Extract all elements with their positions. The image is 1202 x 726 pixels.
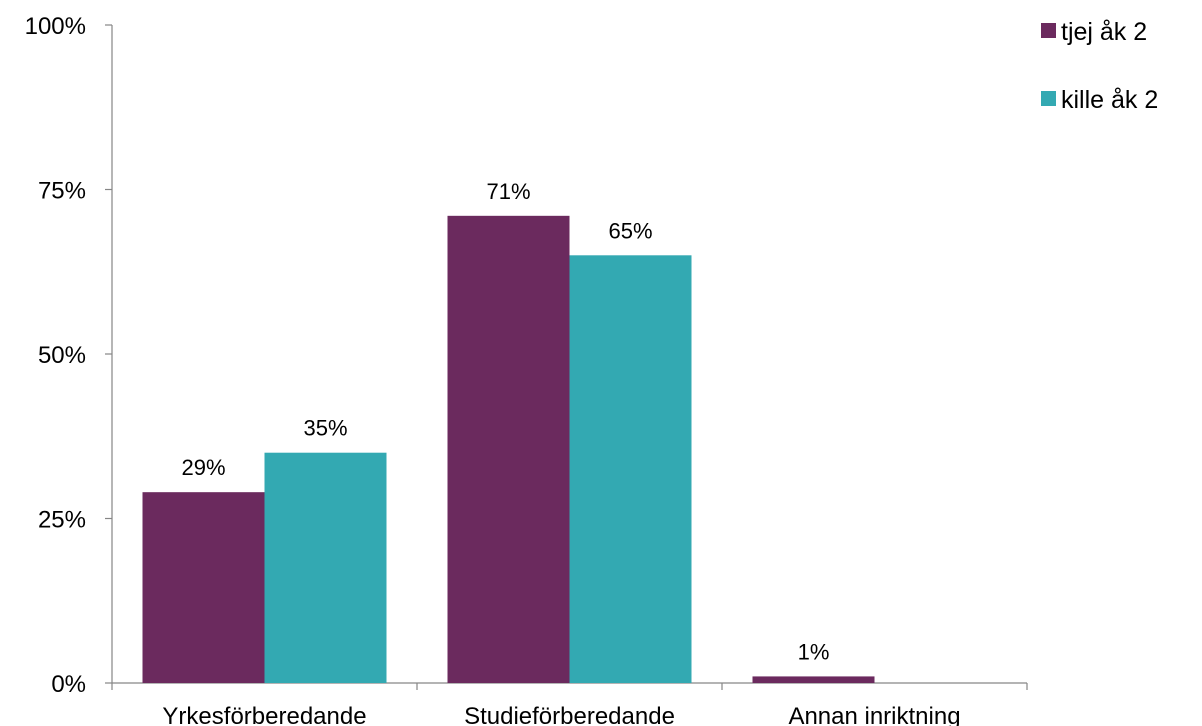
legend-swatch [1041, 23, 1056, 38]
x-tick-label: Yrkesförberedande [162, 703, 366, 726]
bar [447, 215, 570, 683]
bar [142, 492, 265, 683]
data-label: 71% [486, 179, 530, 204]
y-tick-label: 0% [51, 671, 86, 698]
bars [142, 215, 875, 684]
axes: 0% 25% 50% 75% 100% Yrkesförberedande Studiefö… [25, 13, 1028, 726]
legend-swatch [1041, 91, 1056, 106]
data-label: 65% [608, 218, 652, 243]
legend-label: kille åk 2 [1061, 86, 1158, 114]
x-tick-label: Studieförberedande [464, 703, 675, 726]
legend-label: tjej åk 2 [1061, 18, 1147, 46]
bar [752, 676, 875, 683]
data-label: 35% [303, 416, 347, 441]
bar [569, 255, 692, 684]
y-tick-label: 25% [38, 507, 86, 534]
x-tick-label: Annan inriktning [788, 703, 960, 726]
data-labels: 29% 71% 1% 35% 65% [181, 179, 829, 665]
y-tick-label: 100% [25, 13, 86, 40]
y-tick-label: 75% [38, 178, 86, 205]
y-tick-label: 50% [38, 342, 86, 369]
data-label: 1% [798, 639, 830, 664]
legend: tjej åk 2 kille åk 2 [1041, 18, 1158, 114]
bar [264, 452, 387, 683]
data-label: 29% [181, 455, 225, 480]
